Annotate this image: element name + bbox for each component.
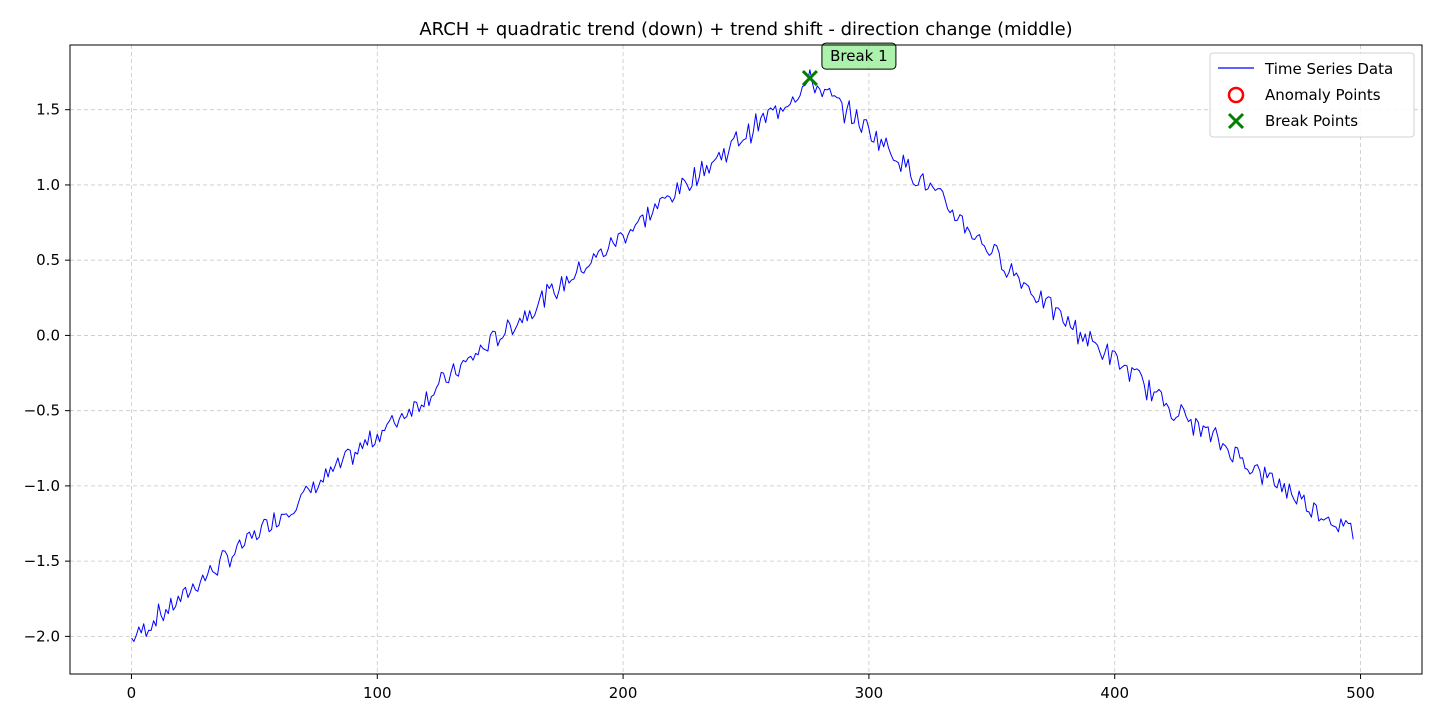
- legend-circle-icon: [1227, 86, 1245, 104]
- legend-label-break: Break Points: [1265, 112, 1358, 130]
- y-tick-label: 0.5: [36, 251, 60, 269]
- x-tick-label: 0: [127, 684, 137, 702]
- break-layer: Break 1: [801, 42, 897, 87]
- y-tick-label: −2.0: [24, 627, 60, 645]
- legend-cross-icon: [1227, 112, 1245, 130]
- y-tick-label: −0.5: [24, 402, 60, 420]
- chart-title: ARCH + quadratic trend (down) + trend sh…: [419, 19, 1072, 40]
- break-point-marker: [801, 70, 818, 87]
- series-line-time-series-data: [131, 69, 1354, 642]
- x-tick-label: 100: [363, 684, 392, 702]
- y-tick-label: −1.0: [24, 477, 60, 495]
- break-label: Break 1: [830, 47, 888, 65]
- legend-label-series: Time Series Data: [1264, 60, 1393, 78]
- y-tick-label: 0.0: [36, 326, 60, 344]
- series-layer: [131, 69, 1354, 642]
- y-tick-label: 1.0: [36, 176, 60, 194]
- x-tick-label: 300: [855, 684, 884, 702]
- y-tick-label: 1.5: [36, 101, 60, 119]
- legend-box: [1209, 52, 1415, 138]
- break-label-box: [821, 42, 897, 70]
- legend: Time Series Data Anomaly Points Break Po…: [1209, 52, 1415, 138]
- x-tick-label: 400: [1100, 684, 1129, 702]
- x-tick-label: 500: [1346, 684, 1375, 702]
- x-tick-label: 200: [609, 684, 638, 702]
- grid: [70, 45, 1422, 674]
- axis-ticks: 0 100 200 300 400 500 −2.0 −1.5 −1.0 −0.5 0.0 0.5 1.…: [24, 101, 1375, 702]
- plot-frame: [69, 44, 1423, 675]
- legend-label-anomaly: Anomaly Points: [1265, 86, 1381, 104]
- y-tick-label: −1.5: [24, 552, 60, 570]
